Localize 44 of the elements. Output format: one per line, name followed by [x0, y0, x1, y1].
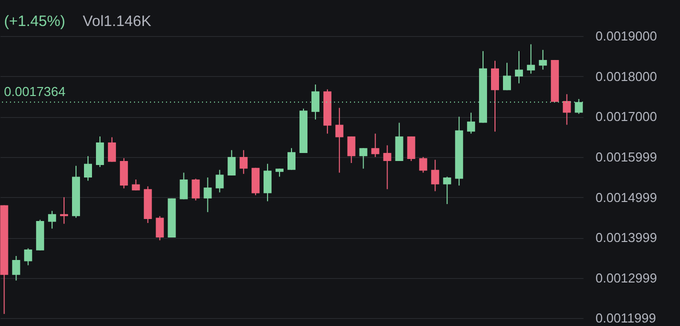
- candlestick: [514, 50, 523, 84]
- candlestick: [467, 112, 476, 134]
- candlestick: [347, 136, 356, 164]
- candlestick: [24, 248, 32, 266]
- candlestick: [371, 133, 380, 158]
- candlestick: [60, 196, 68, 224]
- candlestick: [180, 172, 188, 200]
- y-tick-label: 0.0017000: [596, 109, 657, 124]
- candlestick: [84, 156, 92, 182]
- annotation: Vol1.146K: [82, 13, 152, 30]
- candlestick: [204, 176, 212, 213]
- candlestick: [192, 178, 200, 201]
- y-tick-label: 0.0011999: [596, 310, 656, 326]
- y-tick-label: 0.0018000: [596, 68, 657, 84]
- ref-line-label: 0.0017364: [4, 84, 66, 100]
- candlestick: [491, 60, 500, 132]
- candlestick: [240, 150, 248, 174]
- candlestick: [562, 94, 571, 126]
- candlestick: [264, 163, 272, 202]
- y-tick-label: 0.0015999: [596, 150, 657, 165]
- y-tick-label: 0.0019000: [596, 28, 657, 44]
- candlestick: [407, 136, 416, 162]
- candlestick: [228, 150, 236, 176]
- y-tick-label: 0.0012999: [596, 270, 657, 286]
- candlestick: [526, 44, 535, 74]
- candlestick: [335, 107, 344, 174]
- candlestick: [443, 176, 452, 205]
- candlestick: [359, 148, 368, 170]
- candlestick: [12, 255, 20, 282]
- candlestick: [108, 136, 116, 162]
- candlestick: [288, 148, 296, 170]
- candlestick: [216, 169, 224, 193]
- candlestick: [383, 144, 392, 190]
- candlestick: [156, 216, 164, 241]
- candlestick: [502, 62, 511, 91]
- candlestick: [48, 210, 56, 230]
- candlestick: [419, 156, 428, 174]
- y-tick-label: 0.0014999: [596, 190, 657, 205]
- candlestick: [96, 136, 104, 168]
- candlestick: [132, 179, 140, 191]
- y-tick-label: 0.0013999: [596, 230, 657, 246]
- candlestick: [431, 159, 440, 192]
- annotation: (+1.45%): [4, 13, 66, 30]
- candlestick: [538, 49, 547, 70]
